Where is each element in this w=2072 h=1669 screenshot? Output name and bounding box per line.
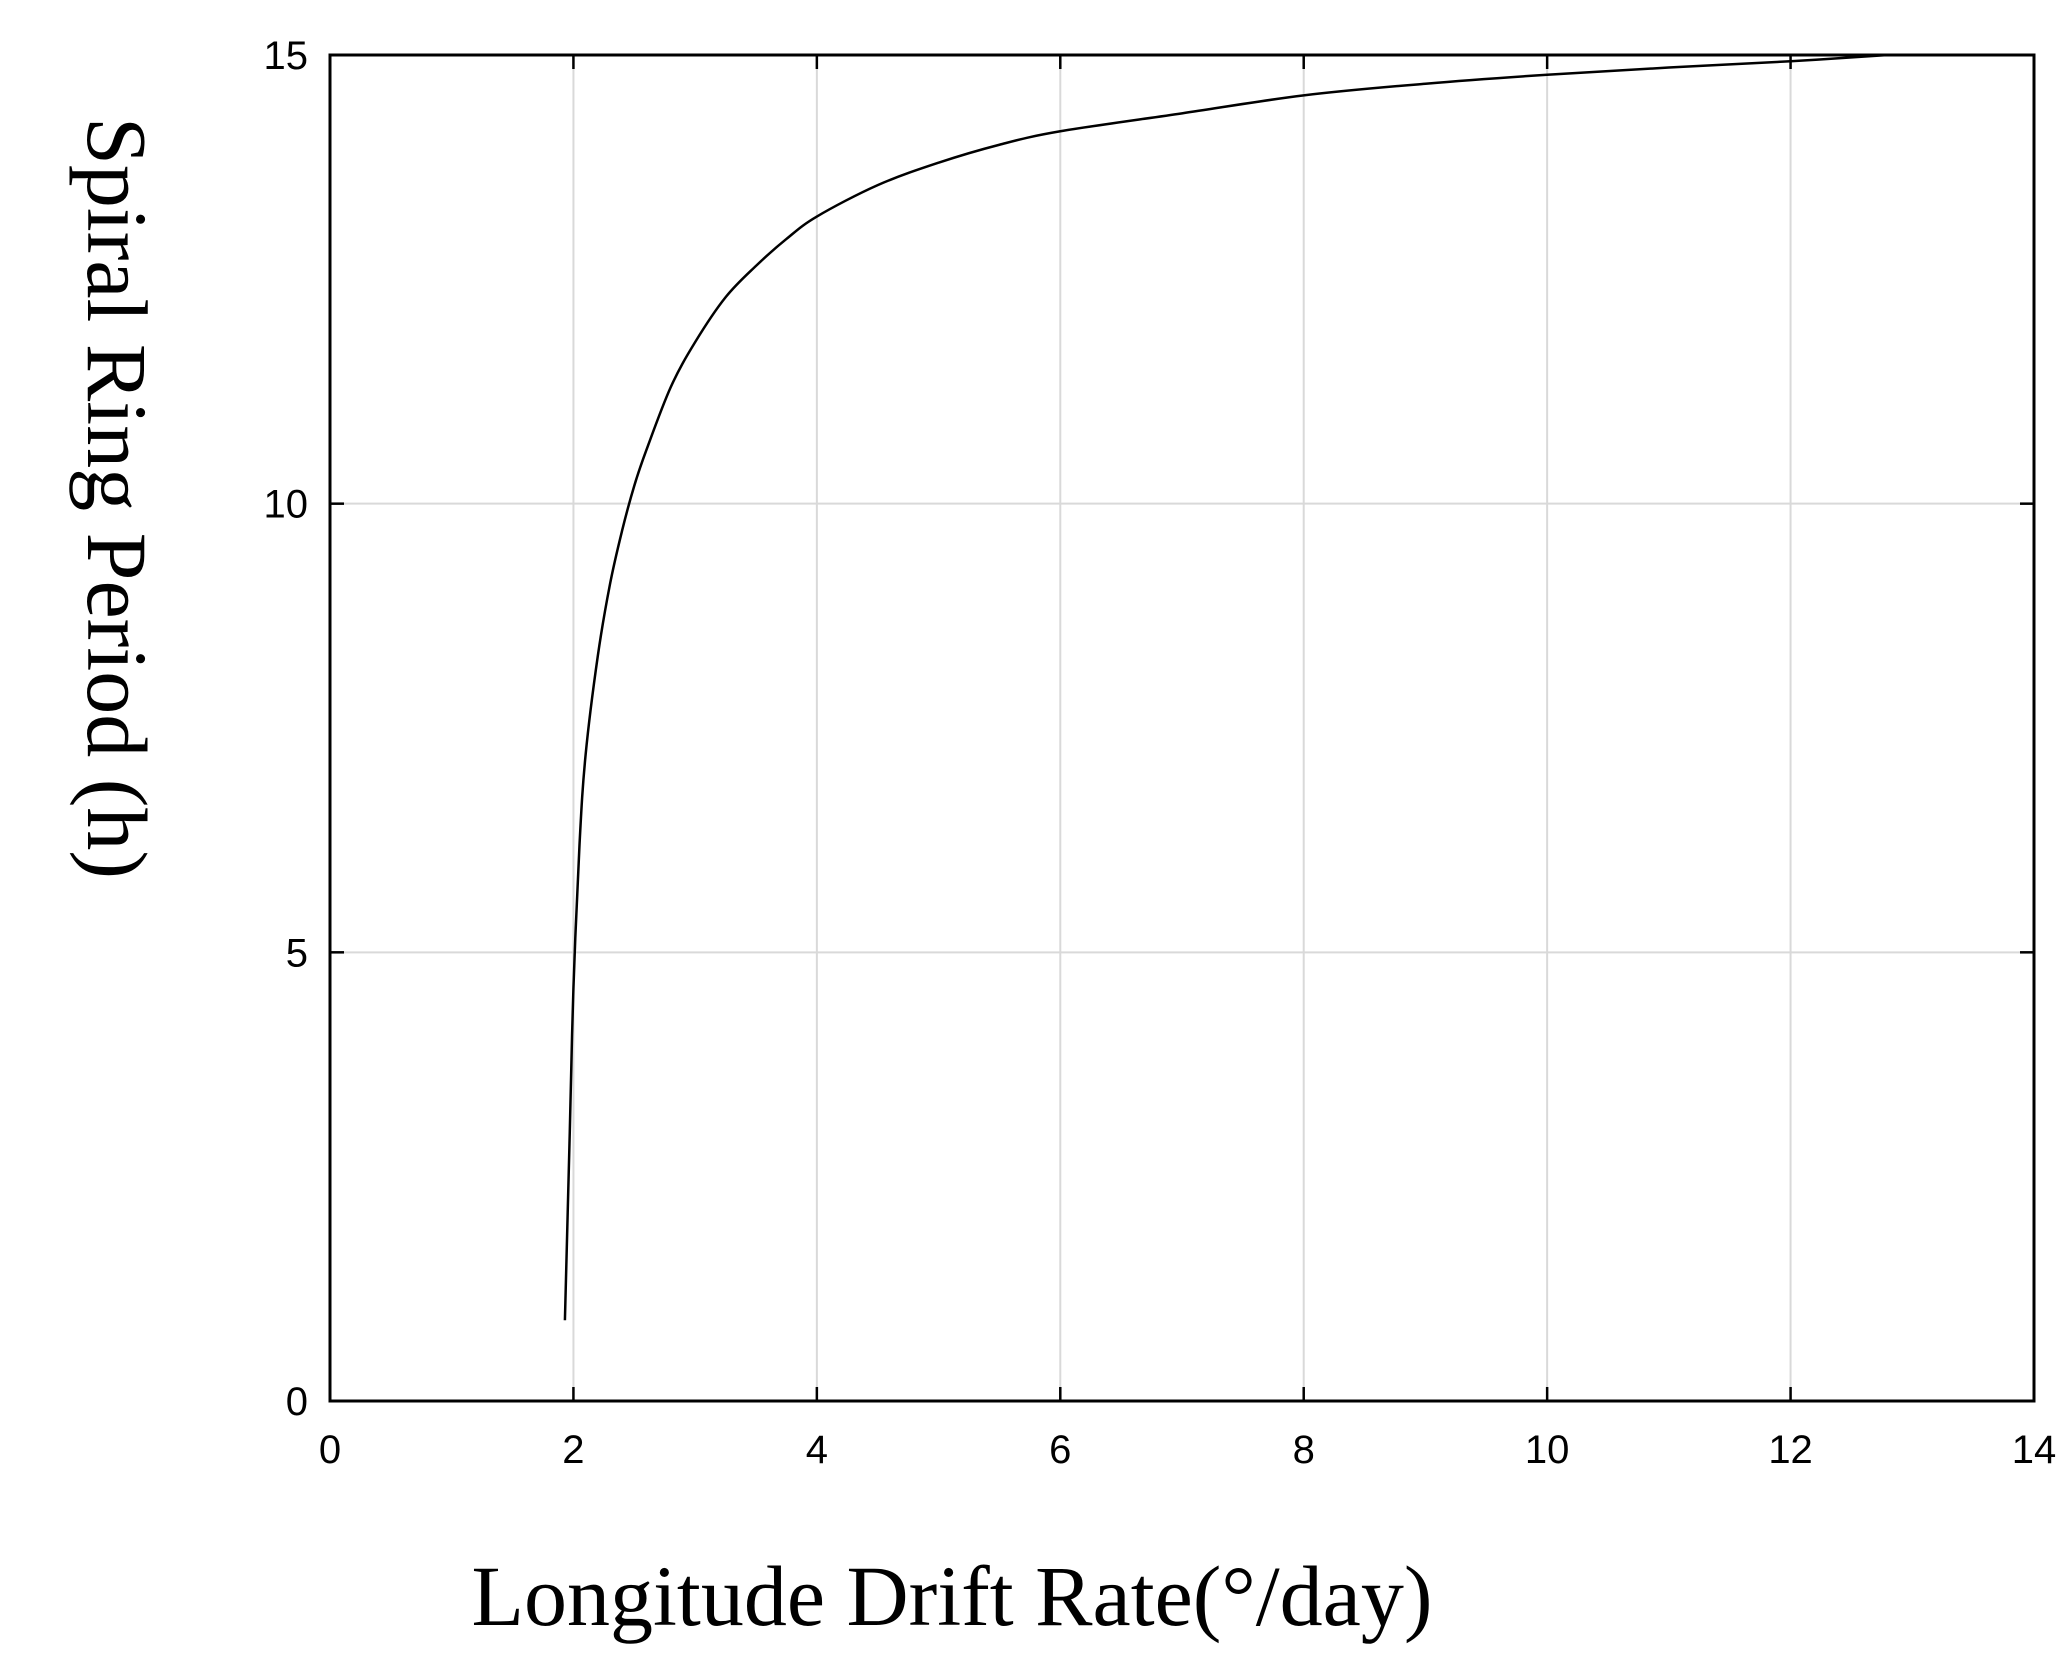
x-tick-label: 0 xyxy=(319,1428,341,1472)
y-tick-label: 5 xyxy=(286,931,308,975)
plot-frame xyxy=(328,53,2036,1403)
x-tick-label: 14 xyxy=(2012,1428,2057,1472)
grid-lines xyxy=(330,55,2034,1401)
x-axis-title: Longitude Drift Rate(°/day) xyxy=(472,1548,1433,1644)
x-tick-label: 12 xyxy=(1768,1428,1813,1472)
y-tick-label: 10 xyxy=(264,483,309,527)
y-tick-label: 0 xyxy=(286,1380,308,1424)
x-tick-label: 8 xyxy=(1293,1428,1315,1472)
x-tick-label: 10 xyxy=(1525,1428,1570,1472)
x-tick-label: 4 xyxy=(806,1428,828,1472)
tick-labels: 0 2 4 6 8 10 12 14 0 5 10 15 xyxy=(264,34,2057,1472)
axis-ticks xyxy=(328,53,2036,1403)
series-line-0 xyxy=(563,53,1889,1321)
y-tick-label: 15 xyxy=(264,34,309,78)
x-tick-label: 2 xyxy=(562,1428,584,1472)
x-tick-label: 6 xyxy=(1049,1428,1071,1472)
series-lines xyxy=(563,53,1889,1321)
y-axis-title: Spiral Ring Period (h) xyxy=(69,117,165,879)
